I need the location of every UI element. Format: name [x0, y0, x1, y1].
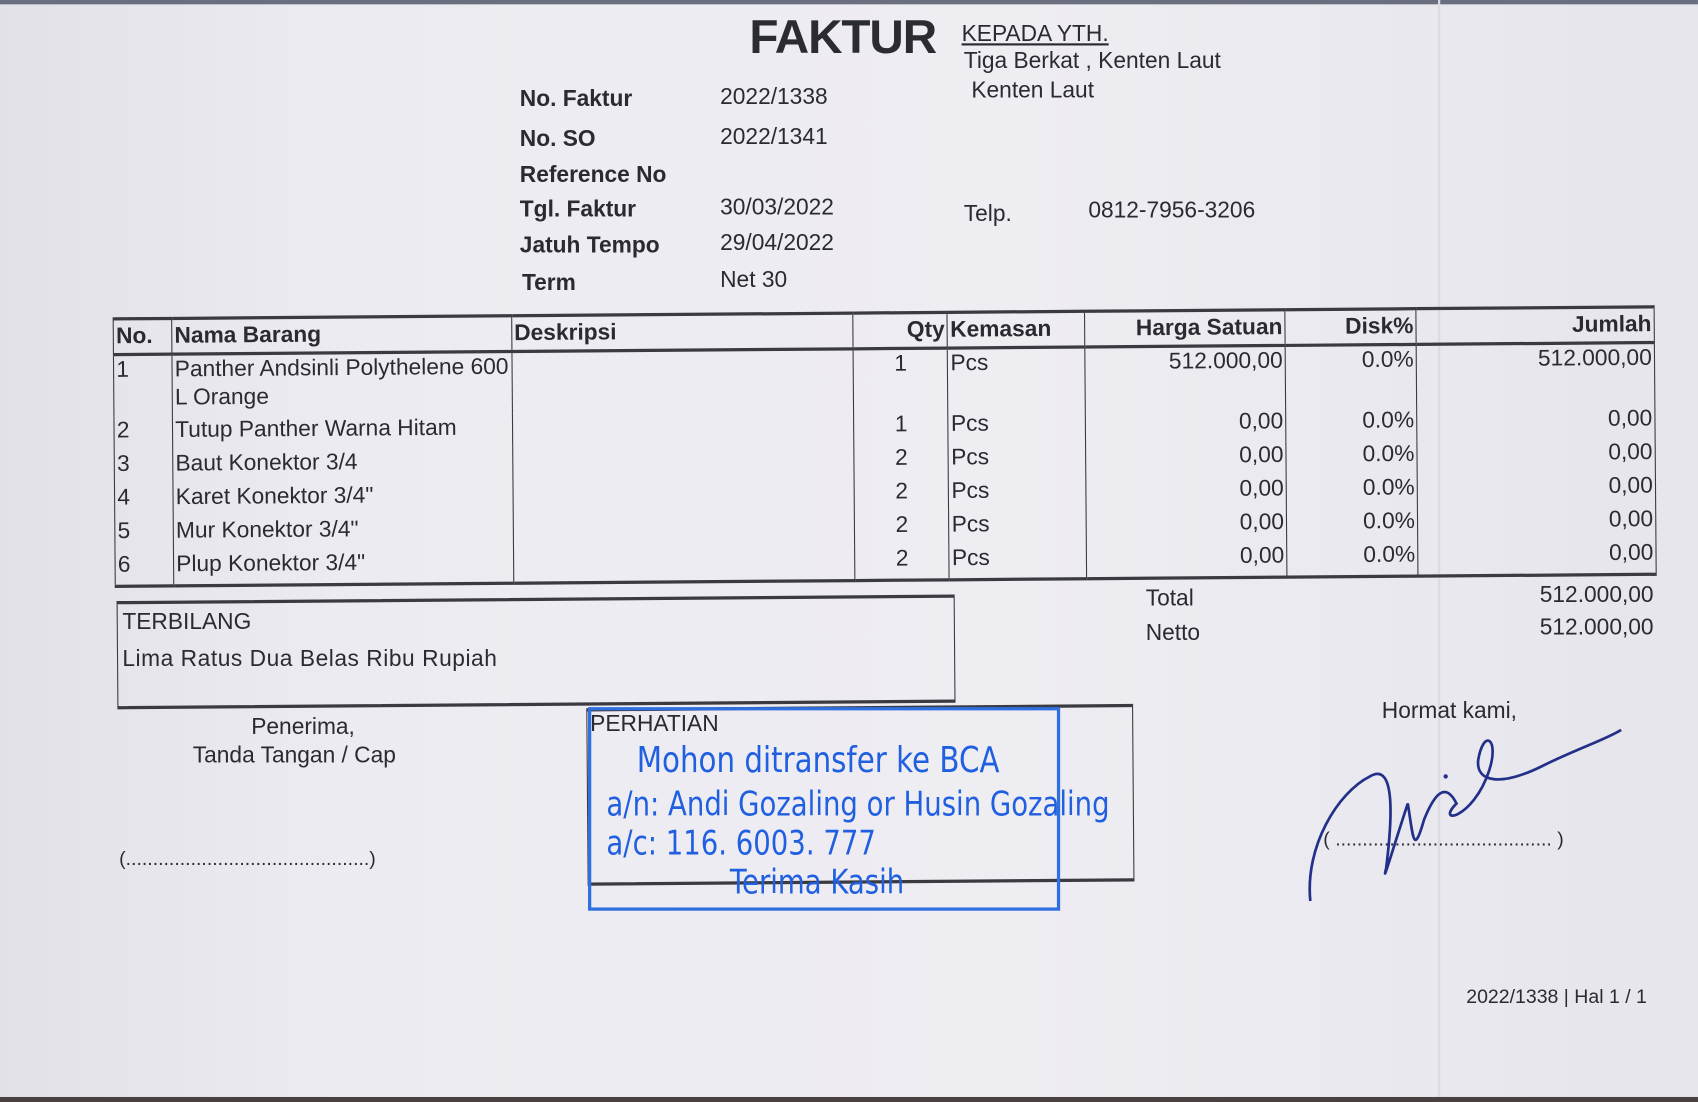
cell-total: 0,00 — [1417, 505, 1656, 541]
receiver-sign-label: Tanda Tangan / Cap — [192, 742, 396, 768]
cell-price: 0,00 — [1085, 407, 1287, 443]
cell-unit: Pcs — [948, 509, 1087, 545]
cell-desc — [513, 545, 856, 584]
sender-label: Hormat kami, — [1381, 698, 1517, 724]
cell-total: 512.000,00 — [1416, 342, 1655, 407]
meta-label: Reference No — [519, 162, 667, 188]
cell-unit: Pcs — [948, 409, 1086, 444]
cell-no: 5 — [114, 517, 174, 552]
meta-label: Tgl. Faktur — [519, 197, 637, 222]
cell-disc: 0.0% — [1286, 507, 1418, 542]
cell-disc: 0.0% — [1286, 540, 1419, 578]
column-header: No. — [113, 318, 172, 355]
column-header: Jumlah — [1415, 306, 1655, 345]
cell-no: 6 — [115, 550, 174, 587]
cell-unit: Pcs — [948, 442, 1087, 478]
receiver-label: Penerima, — [251, 714, 355, 740]
cell-name: Karet Konektor 3/4" — [172, 480, 513, 518]
cell-price: 0,00 — [1085, 441, 1287, 477]
cell-price: 0,00 — [1086, 508, 1287, 544]
meta-label: No. SO — [519, 126, 596, 152]
cell-name: Tutup Panther Warna Hitam — [172, 413, 513, 451]
cell-name: Baut Konektor 3/4 — [172, 447, 513, 484]
terbilang-text: Lima Ratus Dua Belas Ribu Rupiah — [122, 646, 498, 672]
total-label: Total — [1145, 585, 1194, 611]
meta-label: Jatuh Tempo — [519, 232, 660, 258]
scan-edge-bottom — [0, 1096, 1698, 1102]
cell-qty: 2 — [854, 511, 950, 546]
cell-qty: 1 — [853, 348, 949, 412]
cell-name: Panther Andsinli Polythelene 600 L Orang… — [171, 351, 513, 417]
column-header: Qty — [853, 312, 948, 349]
page-footer: 2022/1338 | Hal 1 / 1 — [1466, 985, 1647, 1008]
paper-fold-line — [1438, 0, 1441, 1102]
meta-label: Term — [521, 270, 576, 296]
cell-desc — [512, 444, 855, 481]
scan-edge-top — [0, 0, 1698, 5]
cell-price: 0,00 — [1086, 541, 1288, 579]
stamp-line: Mohon ditransfer ke BCA — [636, 738, 1000, 781]
cell-disc: 0.0% — [1285, 344, 1417, 408]
phone-label: Telp. — [963, 201, 1012, 227]
cell-price: 512.000,00 — [1085, 345, 1286, 410]
cell-total: 0,00 — [1416, 404, 1656, 441]
cell-unit: Pcs — [949, 543, 1087, 580]
cell-disc: 0.0% — [1286, 473, 1418, 509]
cell-total: 0,00 — [1416, 438, 1656, 474]
sender-sign-line: ( ......................................… — [1323, 828, 1564, 851]
cell-no: 2 — [113, 416, 173, 451]
stamp-line: a/c: 116. 6003. 777 — [606, 824, 876, 864]
document-title: FAKTUR — [749, 10, 937, 64]
meta-value: 30/03/2022 — [720, 194, 834, 220]
cell-unit: Pcs — [948, 476, 1087, 512]
total-value: 512.000,00 — [1539, 582, 1654, 608]
cell-desc — [512, 411, 855, 448]
meta-value: 2022/1341 — [720, 124, 828, 150]
cell-qty: 1 — [853, 410, 949, 445]
items-table: No. Nama Barang Deskripsi Qty Kemasan Ha… — [113, 305, 1657, 588]
recipient-name: Tiga Berkat , Kenten Laut — [963, 48, 1221, 74]
cell-no: 3 — [114, 450, 173, 485]
column-header: Nama Barang — [171, 315, 512, 355]
cell-no: 1 — [113, 354, 173, 417]
meta-value: Net 30 — [720, 267, 788, 293]
cell-qty: 2 — [855, 544, 950, 581]
terbilang-label: TERBILANG — [122, 609, 252, 635]
cell-name: Plup Konektor 3/4" — [173, 548, 514, 586]
column-header: Disk% — [1285, 308, 1417, 346]
notice-label: PERHATIAN — [590, 711, 719, 737]
cell-qty: 2 — [854, 477, 949, 512]
recipient-label: KEPADA YTH. — [961, 21, 1109, 47]
column-header: Harga Satuan — [1084, 309, 1286, 348]
netto-label: Netto — [1145, 620, 1201, 646]
recipient-address: Kenten Laut — [971, 77, 1095, 103]
netto-value: 512.000,00 — [1539, 615, 1654, 640]
meta-value: 29/04/2022 — [720, 230, 834, 256]
stamp-line: a/n: Andi Gozaling or Husin Gozaling — [606, 785, 1110, 825]
cell-unit: Pcs — [947, 347, 1086, 411]
meta-value: 2022/1338 — [720, 84, 828, 110]
column-header: Kemasan — [947, 311, 1086, 349]
cell-qty: 2 — [854, 443, 949, 479]
cell-desc — [512, 478, 855, 515]
cell-total: 0,00 — [1417, 471, 1656, 508]
column-header: Deskripsi — [511, 313, 854, 352]
meta-label: No. Faktur — [519, 86, 633, 112]
cell-desc — [512, 511, 856, 549]
signature — [1308, 728, 1622, 902]
cell-no: 4 — [114, 483, 174, 518]
stamp-line: Terima Kasih — [729, 863, 905, 903]
bank-transfer-stamp: Mohon ditransfer ke BCA a/n: Andi Gozali… — [588, 707, 1110, 911]
cell-desc — [511, 348, 854, 414]
cell-disc: 0.0% — [1286, 440, 1418, 475]
cell-disc: 0.0% — [1285, 406, 1417, 442]
cell-total: 0,00 — [1417, 539, 1657, 577]
receiver-sign-line: (.......................................… — [119, 847, 376, 870]
cell-name: Mur Konektor 3/4" — [173, 514, 514, 551]
phone-value: 0812-7956-3206 — [1088, 198, 1256, 224]
cell-price: 0,00 — [1086, 474, 1287, 510]
